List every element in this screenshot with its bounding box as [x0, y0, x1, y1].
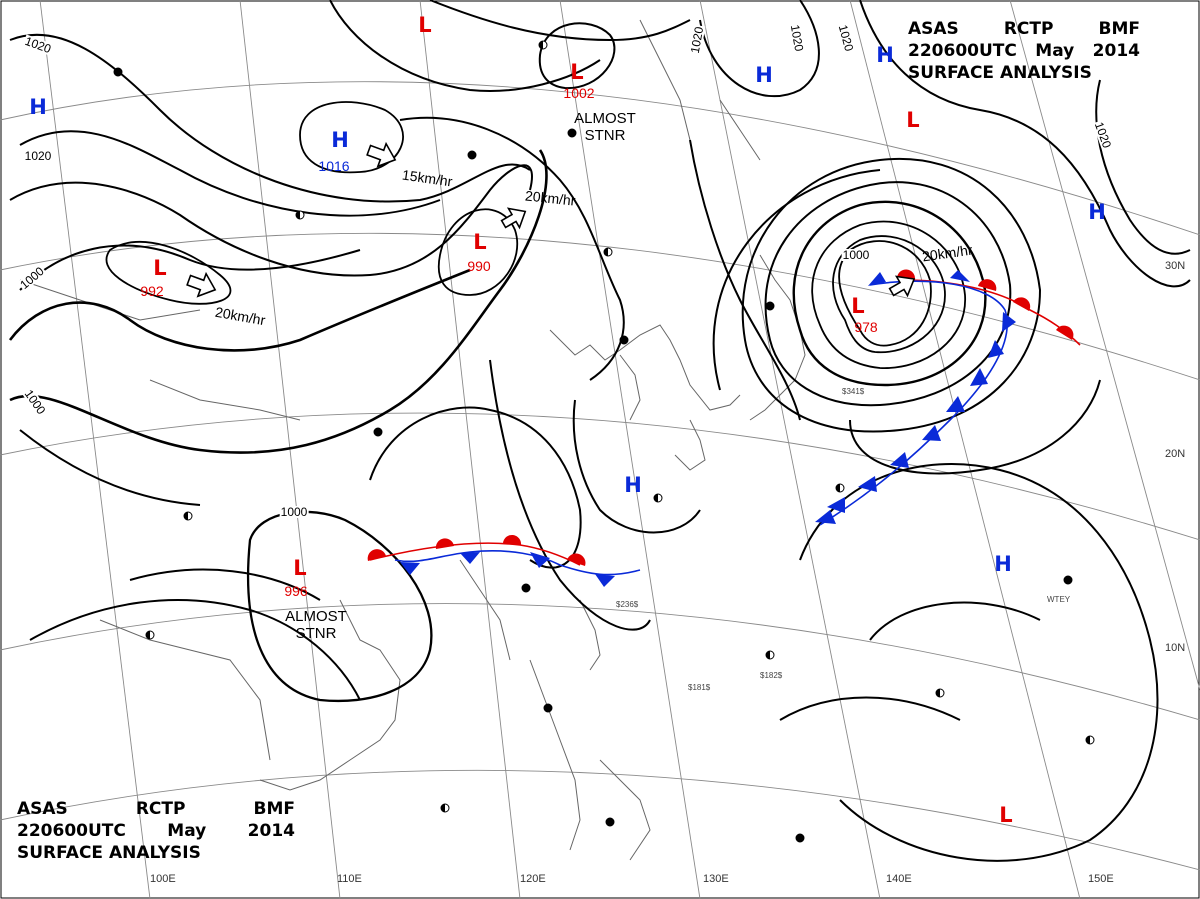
station-marker — [543, 703, 553, 713]
station-marker — [1085, 735, 1095, 745]
header-station: RCTP — [135, 799, 186, 819]
high-pressure-marker: H — [1088, 200, 1106, 224]
low-pressure-value: 996 — [284, 583, 308, 599]
header-title: SURFACE ANALYSIS — [17, 843, 201, 863]
longitude-label: 100E — [150, 873, 176, 885]
longitude-label: 120E — [520, 873, 546, 885]
station-report: $236$ — [616, 600, 639, 609]
chart-header-top-right: ASAS RCTP BMF 220600UTC May 2014 SURFACE ANA… — [908, 18, 1140, 84]
isobar-label: 1020 — [23, 149, 53, 163]
station-marker — [467, 150, 477, 160]
header-agency: ASAS — [908, 19, 959, 39]
station-marker — [935, 688, 945, 698]
latitude-label: 10N — [1165, 642, 1186, 654]
header-time: 220600UTC — [17, 821, 126, 841]
longitude-label: 140E — [886, 873, 912, 885]
longitude-label: 150E — [1088, 873, 1114, 885]
isobars — [8, 0, 1191, 862]
high-pressure-value: 1016 — [318, 158, 350, 174]
station-marker — [521, 583, 531, 593]
header-time: 220600UTC — [908, 41, 1017, 61]
header-month: May — [167, 821, 207, 841]
station-marker — [183, 511, 193, 521]
typhoon-low-marker: L — [851, 294, 865, 318]
station-marker — [795, 833, 805, 843]
low-pressure-marker: L — [999, 803, 1013, 827]
station-marker — [1063, 575, 1073, 585]
header-year: 2014 — [247, 821, 295, 841]
latitude-label: 20N — [1165, 448, 1186, 460]
coastlines — [19, 19, 806, 861]
station-marker — [605, 817, 615, 827]
station-report: $341$ — [842, 387, 865, 396]
low-pressure-value: 992 — [140, 283, 164, 299]
station-marker — [765, 650, 775, 660]
station-marker — [567, 128, 577, 138]
isobar-label: 1000 — [279, 505, 309, 519]
header-month: May — [1035, 41, 1075, 61]
longitude-label: 130E — [703, 873, 729, 885]
header-title: SURFACE ANALYSIS — [908, 63, 1092, 83]
chart-header-bottom-left: ASAS RCTP BMF 220600UTC May 2014 SURFACE ANA… — [17, 798, 295, 864]
header-product: BMF — [1098, 19, 1141, 39]
high-pressure-marker: H — [876, 43, 894, 67]
station-marker — [619, 335, 629, 345]
high-pressure-marker: H — [331, 128, 349, 152]
station-marker — [145, 630, 155, 640]
station-marker — [440, 803, 450, 813]
high-pressure-marker: H — [755, 63, 773, 87]
low-pressure-marker: L — [293, 556, 307, 580]
low-pressure-value: 990 — [467, 258, 491, 274]
cold-front-symbols — [400, 270, 1016, 587]
almost-stationary-note: ALMOST STNR — [574, 110, 636, 144]
almost-stationary-note: ALMOST STNR — [285, 608, 347, 642]
low-pressure-marker: L — [570, 60, 584, 84]
low-pressure-marker: L — [153, 256, 167, 280]
note-line: ALMOST — [574, 110, 636, 127]
high-pressure-marker: H — [29, 95, 47, 119]
note-line: STNR — [584, 127, 626, 144]
station-marker — [295, 210, 305, 220]
isobar-label: 1000 — [841, 248, 871, 262]
typhoon-low-value: 978 — [854, 319, 878, 335]
station-marker — [603, 247, 613, 257]
high-pressure-marker: H — [624, 473, 642, 497]
station-marker — [835, 483, 845, 493]
station-report: WTEY — [1047, 595, 1071, 604]
station-report: $181$ — [688, 683, 711, 692]
station-marker — [113, 67, 123, 77]
header-agency: ASAS — [17, 799, 68, 819]
cold-front — [394, 280, 1008, 576]
longitude-label: 110E — [337, 873, 362, 885]
station-marker — [373, 427, 383, 437]
header-station: RCTP — [1003, 19, 1054, 39]
header-year: 2014 — [1092, 41, 1140, 61]
low-pressure-marker: L — [418, 13, 432, 37]
high-pressure-marker: H — [994, 552, 1012, 576]
header-product: BMF — [253, 799, 296, 819]
station-marker — [653, 493, 663, 503]
note-line: ALMOST — [285, 608, 347, 625]
note-line: STNR — [295, 625, 337, 642]
low-pressure-value: 1002 — [563, 85, 595, 101]
station-report: $182$ — [760, 671, 783, 680]
low-pressure-marker: L — [473, 230, 487, 254]
low-pressure-marker: L — [906, 108, 920, 132]
latitude-label: 30N — [1165, 260, 1186, 272]
station-marker — [765, 301, 775, 311]
station-marker — [538, 40, 548, 50]
motion-arrows — [186, 141, 916, 298]
